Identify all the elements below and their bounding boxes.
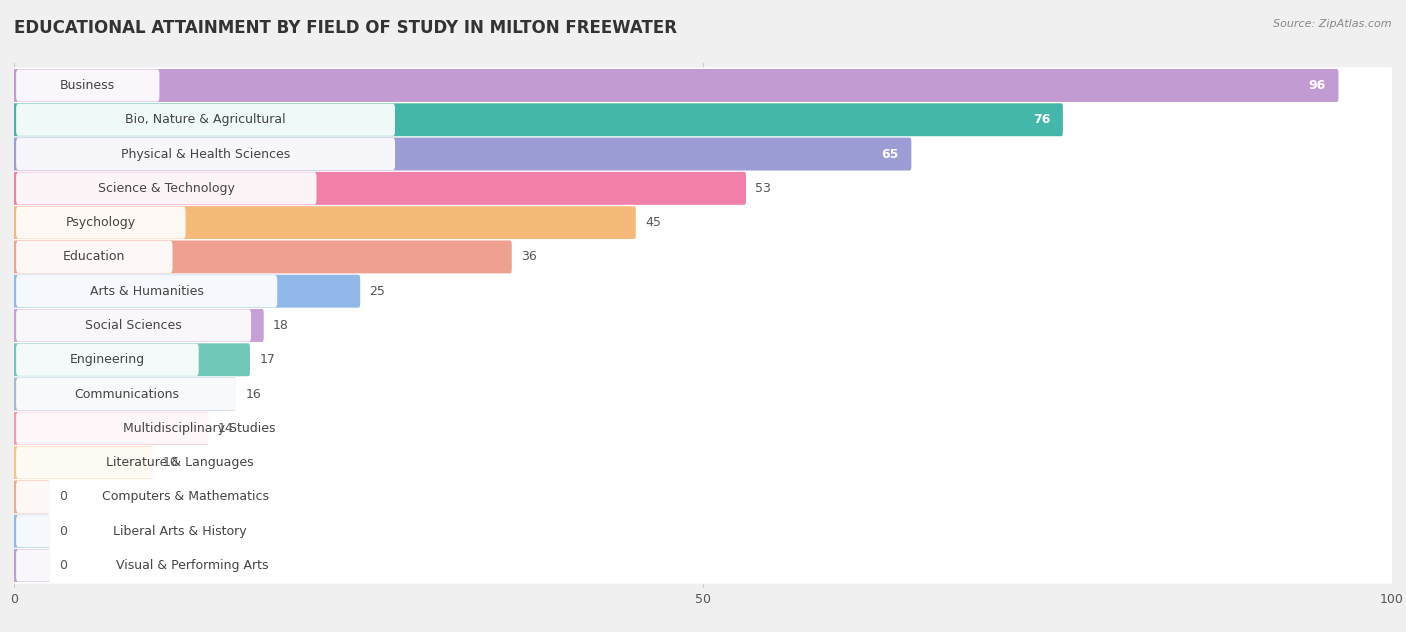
- FancyBboxPatch shape: [13, 343, 250, 376]
- Text: 45: 45: [645, 216, 661, 229]
- FancyBboxPatch shape: [13, 69, 1339, 102]
- FancyBboxPatch shape: [13, 376, 1393, 412]
- FancyBboxPatch shape: [15, 515, 343, 547]
- FancyBboxPatch shape: [15, 104, 395, 136]
- Text: 10: 10: [163, 456, 179, 469]
- Text: 0: 0: [59, 559, 67, 572]
- FancyBboxPatch shape: [13, 410, 1393, 446]
- FancyBboxPatch shape: [15, 549, 368, 581]
- FancyBboxPatch shape: [15, 481, 356, 513]
- FancyBboxPatch shape: [15, 310, 252, 341]
- FancyBboxPatch shape: [15, 138, 395, 170]
- Text: Arts & Humanities: Arts & Humanities: [90, 284, 204, 298]
- FancyBboxPatch shape: [13, 446, 153, 479]
- FancyBboxPatch shape: [13, 480, 51, 513]
- FancyBboxPatch shape: [13, 478, 1393, 515]
- Text: Visual & Performing Arts: Visual & Performing Arts: [117, 559, 269, 572]
- Text: Source: ZipAtlas.com: Source: ZipAtlas.com: [1274, 19, 1392, 29]
- FancyBboxPatch shape: [15, 344, 198, 376]
- FancyBboxPatch shape: [13, 240, 512, 274]
- FancyBboxPatch shape: [13, 307, 1393, 344]
- FancyBboxPatch shape: [13, 239, 1393, 275]
- FancyBboxPatch shape: [15, 173, 316, 205]
- Text: Communications: Communications: [75, 387, 180, 401]
- Text: Science & Technology: Science & Technology: [98, 182, 235, 195]
- Text: Social Sciences: Social Sciences: [86, 319, 181, 332]
- FancyBboxPatch shape: [13, 513, 1393, 549]
- Text: 65: 65: [882, 147, 898, 161]
- Text: Literature & Languages: Literature & Languages: [105, 456, 253, 469]
- FancyBboxPatch shape: [13, 170, 1393, 207]
- Text: Business: Business: [60, 79, 115, 92]
- Text: 96: 96: [1309, 79, 1326, 92]
- Text: Liberal Arts & History: Liberal Arts & History: [112, 525, 246, 538]
- FancyBboxPatch shape: [13, 514, 51, 548]
- FancyBboxPatch shape: [15, 412, 382, 444]
- FancyBboxPatch shape: [13, 138, 911, 171]
- FancyBboxPatch shape: [13, 341, 1393, 378]
- Text: Education: Education: [63, 250, 125, 264]
- Text: 0: 0: [59, 490, 67, 504]
- Text: 17: 17: [259, 353, 276, 367]
- FancyBboxPatch shape: [13, 205, 1393, 241]
- FancyBboxPatch shape: [15, 446, 343, 478]
- FancyBboxPatch shape: [13, 412, 208, 445]
- FancyBboxPatch shape: [13, 172, 747, 205]
- FancyBboxPatch shape: [13, 309, 264, 342]
- FancyBboxPatch shape: [13, 547, 1393, 583]
- Text: Engineering: Engineering: [70, 353, 145, 367]
- FancyBboxPatch shape: [13, 103, 1063, 137]
- Text: Multidisciplinary Studies: Multidisciplinary Studies: [122, 422, 276, 435]
- FancyBboxPatch shape: [13, 275, 360, 308]
- Text: 0: 0: [59, 525, 67, 538]
- Text: 16: 16: [246, 387, 262, 401]
- Text: Computers & Mathematics: Computers & Mathematics: [103, 490, 270, 504]
- FancyBboxPatch shape: [13, 68, 1393, 104]
- FancyBboxPatch shape: [15, 207, 186, 239]
- Text: 76: 76: [1033, 113, 1050, 126]
- Text: Psychology: Psychology: [66, 216, 136, 229]
- Text: 14: 14: [218, 422, 233, 435]
- FancyBboxPatch shape: [13, 377, 236, 411]
- Text: Bio, Nature & Agricultural: Bio, Nature & Agricultural: [125, 113, 285, 126]
- Text: 18: 18: [273, 319, 290, 332]
- FancyBboxPatch shape: [13, 444, 1393, 481]
- FancyBboxPatch shape: [13, 206, 636, 239]
- FancyBboxPatch shape: [13, 273, 1393, 310]
- FancyBboxPatch shape: [15, 378, 238, 410]
- FancyBboxPatch shape: [13, 549, 51, 582]
- FancyBboxPatch shape: [15, 241, 173, 273]
- FancyBboxPatch shape: [15, 70, 159, 102]
- Text: 53: 53: [755, 182, 772, 195]
- Text: 25: 25: [370, 284, 385, 298]
- FancyBboxPatch shape: [13, 136, 1393, 173]
- Text: Physical & Health Sciences: Physical & Health Sciences: [121, 147, 290, 161]
- FancyBboxPatch shape: [15, 275, 277, 307]
- Text: 36: 36: [522, 250, 537, 264]
- FancyBboxPatch shape: [13, 102, 1393, 138]
- Text: EDUCATIONAL ATTAINMENT BY FIELD OF STUDY IN MILTON FREEWATER: EDUCATIONAL ATTAINMENT BY FIELD OF STUDY…: [14, 19, 678, 37]
